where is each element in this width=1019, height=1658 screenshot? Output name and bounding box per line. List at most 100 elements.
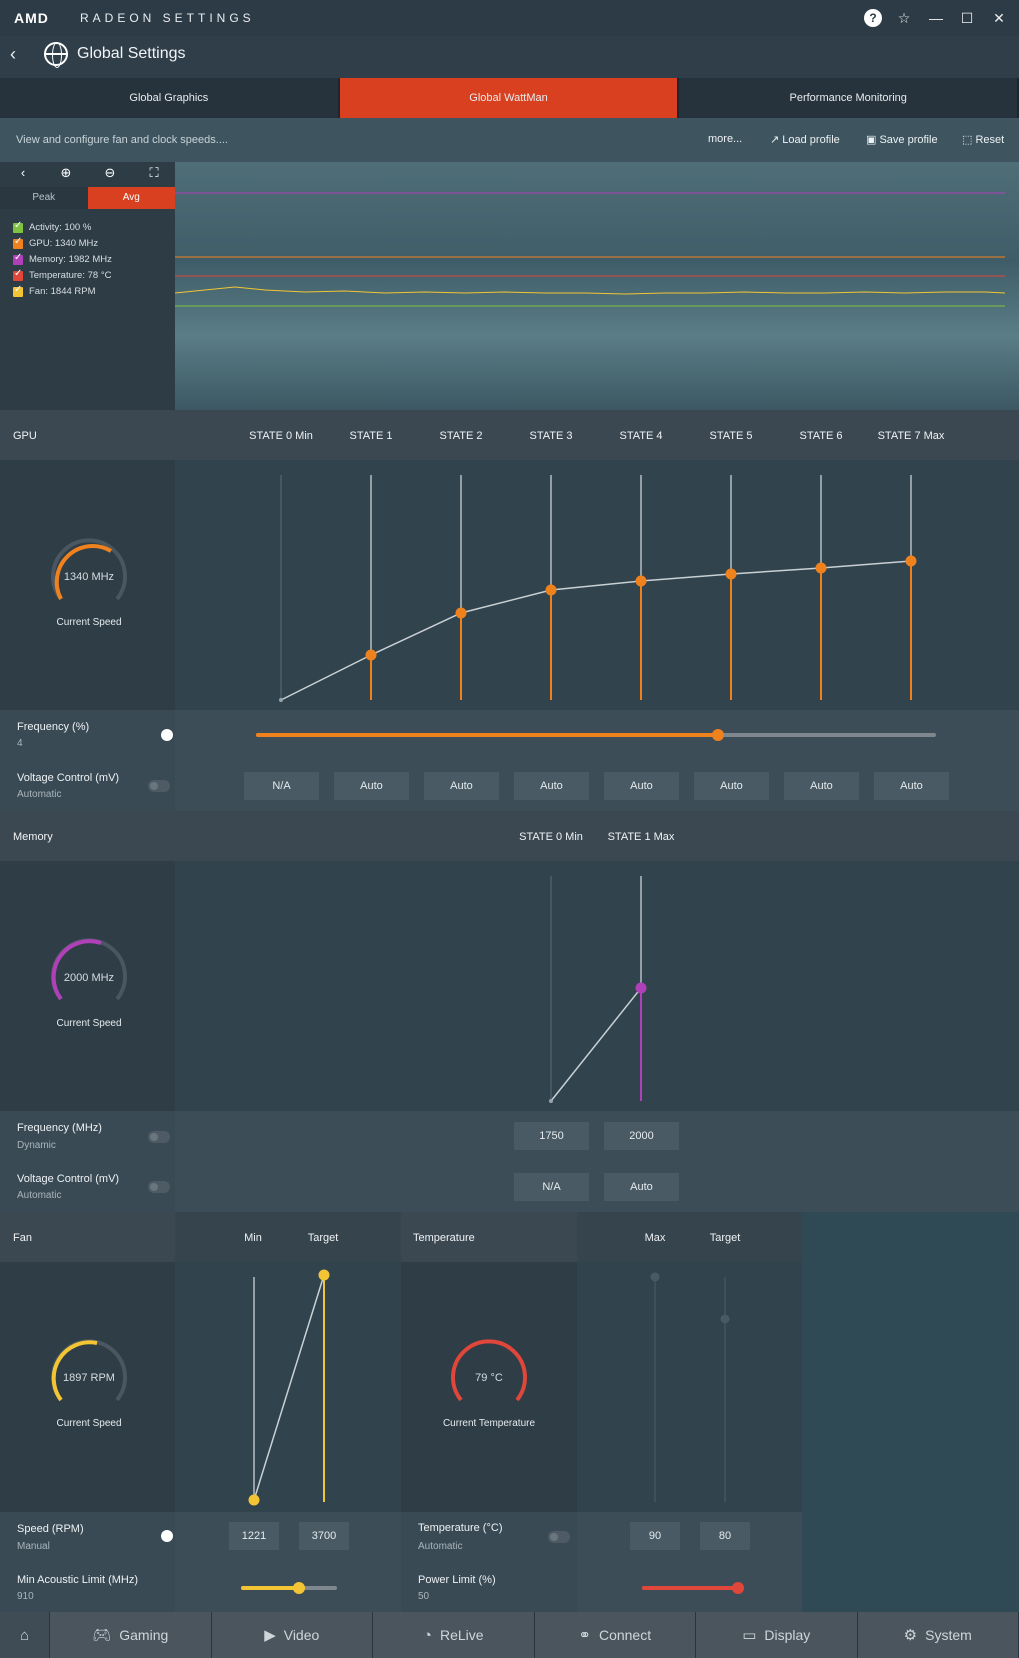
- gpu-voltage-state-6[interactable]: Auto: [784, 772, 859, 800]
- zoom-out-icon[interactable]: ⊖: [104, 165, 116, 180]
- minimize-button[interactable]: —: [929, 10, 943, 26]
- legend-temperature[interactable]: Temperature: 78 °C: [13, 268, 111, 281]
- gpu-frequency-toggle[interactable]: [151, 729, 173, 741]
- reset-icon: ⬚: [962, 134, 973, 146]
- gpu-frequency-slider-knob[interactable]: [712, 729, 724, 741]
- gpu-frequency-slider[interactable]: [256, 729, 936, 741]
- power-limit-slider[interactable]: [642, 1582, 744, 1594]
- temperature-label-cell: [401, 1512, 577, 1563]
- fan-curve: [253, 1274, 325, 1501]
- gpu-voltage-state-7[interactable]: Auto: [874, 772, 949, 800]
- memory-state-1-label: STATE 1 Max: [607, 831, 675, 843]
- fan-speed-caption: Current Speed: [56, 1418, 122, 1429]
- temperature-max-value[interactable]: 90: [630, 1522, 680, 1550]
- nav-display[interactable]: ▭ Display: [696, 1612, 858, 1658]
- more-link[interactable]: more...: [708, 133, 743, 145]
- gpu-voltage-state-4[interactable]: Auto: [604, 772, 679, 800]
- fan-speed-value: 1897 RPM: [63, 1372, 115, 1384]
- power-limit-label-cell: [401, 1563, 577, 1612]
- memory-voltage-toggle[interactable]: [148, 1181, 170, 1193]
- avg-button[interactable]: Avg: [87, 187, 175, 209]
- home-button[interactable]: ⌂: [0, 1612, 50, 1658]
- fan-speed-title: Speed (RPM): [17, 1523, 84, 1535]
- peak-button[interactable]: Peak: [0, 187, 88, 209]
- acoustic-limit-slider[interactable]: [241, 1582, 337, 1594]
- bottom-nav: ⌂ 🎮︎ Gaming ▶ Video ◔ ReLive ⚭ Connect ▭ Disp…: [0, 1612, 1019, 1658]
- fan-target-speed[interactable]: 3700: [299, 1522, 349, 1550]
- activity-checkbox[interactable]: [13, 220, 23, 233]
- memory-voltage-state-1[interactable]: Auto: [604, 1173, 679, 1201]
- favorite-icon[interactable]: ☆: [897, 10, 911, 26]
- close-button[interactable]: ✕: [993, 10, 1005, 26]
- globe-icon: [44, 42, 68, 68]
- help-icon[interactable]: ?: [864, 9, 882, 27]
- gpu-voltage-state-3[interactable]: Auto: [514, 772, 589, 800]
- temperature-checkbox[interactable]: [13, 268, 23, 281]
- temperature-plot: [577, 1262, 802, 1512]
- gpu-checkbox[interactable]: [13, 236, 23, 249]
- power-slider-knob[interactable]: [732, 1582, 744, 1594]
- memory-checkbox[interactable]: [13, 252, 23, 265]
- save-profile-button[interactable]: ▣ Save profile: [866, 133, 938, 146]
- tab-global-wattman[interactable]: Global WattMan: [339, 78, 680, 118]
- gpu-voltage-title: Voltage Control (mV): [17, 772, 120, 784]
- memory-frequency-title: Frequency (MHz): [17, 1122, 102, 1134]
- nav-connect[interactable]: ⚭ Connect: [534, 1612, 696, 1658]
- temperature-target-label: Target: [709, 1232, 741, 1244]
- nav-gaming[interactable]: 🎮︎ Gaming: [50, 1612, 212, 1658]
- nav-relive[interactable]: ◔ ReLive: [373, 1612, 535, 1658]
- tab-global-graphics[interactable]: Global Graphics: [0, 78, 340, 118]
- page-title: Global Settings: [77, 45, 186, 62]
- fan-speed-toggle[interactable]: [151, 1530, 173, 1542]
- nav-system[interactable]: ⚙ System: [857, 1612, 1019, 1658]
- gpu-state-5-label: STATE 5: [709, 430, 753, 442]
- fan-target-label: Target: [307, 1232, 339, 1244]
- memory-frequency-state-1[interactable]: 2000: [604, 1122, 679, 1150]
- gpu-speed-value: 1340 MHz: [63, 571, 115, 583]
- legend-fan[interactable]: Fan: 1844 RPM: [13, 284, 96, 297]
- reset-label: Reset: [975, 134, 1005, 146]
- memory-frequency-toggle[interactable]: [148, 1131, 170, 1143]
- legend-gpu[interactable]: GPU: 1340 MHz: [13, 236, 98, 249]
- gpu-frequency-title: Frequency (%): [17, 721, 90, 733]
- gpu-voltage-state-5[interactable]: Auto: [694, 772, 769, 800]
- memory-state-0-label: STATE 0 Min: [519, 831, 583, 843]
- memory-frequency-state-0[interactable]: 1750: [514, 1122, 589, 1150]
- power-slider-fill: [642, 1586, 738, 1590]
- temperature-target-value[interactable]: 80: [700, 1522, 750, 1550]
- legend-activity[interactable]: Activity: 100 %: [13, 220, 91, 233]
- load-profile-button[interactable]: ↗ Load profile: [770, 133, 840, 146]
- temperature-toggle[interactable]: [548, 1531, 570, 1543]
- gpu-voltage-toggle[interactable]: [148, 780, 170, 792]
- gpu-voltage-state-0[interactable]: N/A: [244, 772, 319, 800]
- legend-memory[interactable]: Memory: 1982 MHz: [13, 252, 112, 265]
- home-icon: ⌂: [19, 1626, 30, 1644]
- scroll-back-icon[interactable]: ‹: [20, 165, 26, 180]
- zoom-in-icon[interactable]: ⊕: [60, 165, 72, 180]
- fan-checkbox[interactable]: [13, 284, 23, 297]
- monitor-icon: ▭: [742, 1627, 757, 1644]
- nav-video[interactable]: ▶ Video: [211, 1612, 373, 1658]
- app-name: RADEON SETTINGS: [80, 11, 255, 25]
- memory-state-plot: [175, 861, 1019, 1111]
- gpu-voltage-state-1[interactable]: Auto: [334, 772, 409, 800]
- reset-button[interactable]: ⬚ Reset: [962, 133, 1004, 146]
- temperature-caption: Current Temperature: [442, 1418, 536, 1429]
- gpu-frequency-slider-fill: [256, 733, 718, 737]
- gpu-state-0-label: STATE 0 Min: [249, 430, 313, 442]
- tab-performance-monitoring[interactable]: Performance Monitoring: [679, 78, 1019, 118]
- relive-icon: ◔: [422, 1626, 432, 1644]
- fan-min-speed[interactable]: 1221: [229, 1522, 279, 1550]
- memory-header-row: [0, 811, 1019, 861]
- power-limit-value: 50: [418, 1591, 430, 1602]
- fan-speed-label-cell: [0, 1512, 175, 1563]
- temperature-values-cell: [577, 1512, 802, 1563]
- memory-voltage-state-0[interactable]: N/A: [514, 1173, 589, 1201]
- memory-speed-value: 2000 MHz: [63, 972, 115, 984]
- title-bar: [0, 0, 1019, 36]
- back-button[interactable]: ‹: [10, 44, 16, 64]
- fit-view-icon[interactable]: ⛶: [149, 165, 159, 180]
- gpu-voltage-state-2[interactable]: Auto: [424, 772, 499, 800]
- acoustic-slider-knob[interactable]: [293, 1582, 305, 1594]
- maximize-button[interactable]: ☐: [960, 10, 974, 26]
